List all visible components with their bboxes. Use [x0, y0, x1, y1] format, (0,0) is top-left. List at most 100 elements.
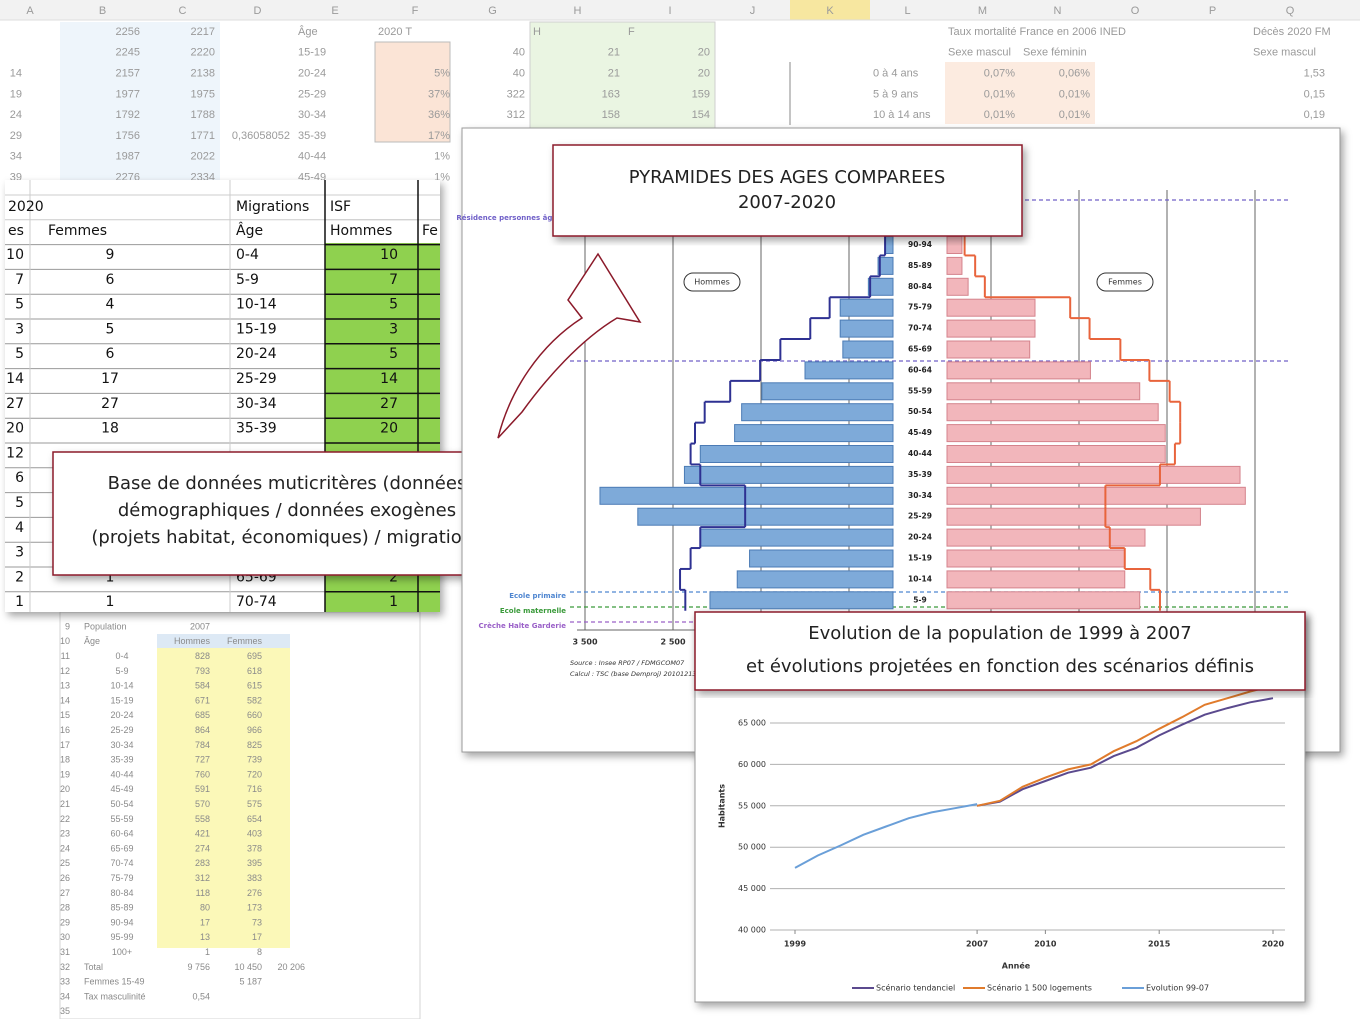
sheet-cell: 2256: [116, 26, 140, 38]
bar: [735, 425, 893, 442]
sheet-cell: 739: [247, 755, 262, 765]
x-tick-label: 1999: [784, 940, 807, 949]
age-label: 60-64: [908, 365, 932, 374]
sheet-cell: 5 187: [239, 977, 262, 987]
zone-label: Ecole maternelle: [500, 607, 566, 615]
sheet-cell: 10: [380, 247, 398, 263]
bar: [840, 320, 893, 337]
sheet-cell: Sexe mascul: [1253, 47, 1316, 59]
sheet-cell: 5: [106, 321, 115, 337]
sheet-cell: 2138: [191, 68, 215, 80]
bar: [947, 362, 1090, 379]
sheet-cell: 784: [195, 740, 210, 750]
sheet-cell: 0,54: [192, 991, 210, 1001]
sheet-cell: 20: [698, 68, 710, 80]
sheet-cell: 95-99: [110, 932, 133, 942]
bar: [684, 466, 893, 483]
collage: ABCDEFGHIJKLMNOPQ22562217Âge2020 THFTaux…: [0, 0, 1360, 1019]
sheet-cell: 11: [61, 651, 70, 661]
sheet-cell: 5 à 9 ans: [873, 88, 919, 100]
x-tick-label: 2015: [1148, 940, 1171, 949]
bar: [947, 529, 1145, 546]
sheet-cell: 1975: [191, 88, 215, 100]
sheet-cell: 0,19: [1304, 109, 1325, 121]
x-tick-label: 3 500: [572, 638, 597, 647]
sheet-cell: 395: [247, 858, 262, 868]
sheet-cell: 45-49: [110, 784, 133, 794]
sheet-cell: 2220: [191, 47, 215, 59]
bar: [947, 237, 962, 254]
age-label: 20-24: [908, 533, 932, 542]
zone-label: Ecole primaire: [509, 592, 566, 600]
sheet-cell: 29: [10, 130, 22, 142]
sheet-cell: 30: [60, 932, 70, 942]
column-header: Q: [1286, 5, 1295, 17]
sheet-cell: 695: [247, 651, 262, 661]
sheet-cell: 966: [247, 725, 262, 735]
bar: [710, 592, 893, 609]
sheet-cell: 40-44: [298, 151, 326, 163]
source-note: Calcul : TSC (base Demproj) 20101213: [570, 670, 697, 678]
bar: [947, 487, 1245, 504]
sheet-cell: 3: [15, 321, 24, 337]
sheet-cell: 1987: [116, 151, 140, 163]
sheet-cell: 40: [513, 47, 525, 59]
chart-title: Evolution de la population de 1999 à 200…: [808, 623, 1191, 644]
sheet-cell: 27: [6, 396, 24, 412]
chart-title: PYRAMIDES DES AGES COMPAREES: [629, 167, 946, 188]
sheet-cell: 25-29: [298, 88, 326, 100]
sheet-cell: 20-24: [236, 346, 277, 362]
sheet-cell: 60-64: [110, 829, 133, 839]
legend-label: Scénario 1 500 logements: [987, 983, 1092, 993]
column-header: H: [574, 5, 582, 17]
sheet-header: 2020: [8, 199, 44, 215]
sheet-column-header: Femmes: [48, 223, 107, 239]
sheet-cell: 6: [15, 470, 24, 486]
age-label: 80-84: [908, 282, 932, 291]
sheet-cell: 24: [60, 843, 70, 853]
bar: [947, 320, 1035, 337]
sheet-cell: 2007: [190, 621, 210, 631]
bar: [947, 592, 1140, 609]
sheet-cell: 14: [6, 371, 24, 387]
sheet-cell: 25: [60, 858, 70, 868]
sheet-cell: 575: [247, 799, 262, 809]
sheet-cell: 19: [60, 769, 70, 779]
sheet-cell: 30-34: [110, 740, 133, 750]
column-header: E: [331, 5, 338, 17]
y-axis-label: Habitants: [718, 784, 727, 828]
bar: [947, 257, 962, 274]
sheet-cell: 1771: [191, 130, 215, 142]
sheet-cell: Total: [84, 962, 103, 972]
sheet-cell: 34: [10, 151, 22, 163]
bar: [947, 383, 1140, 400]
column-header: K: [826, 5, 834, 17]
sheet-cell: F: [628, 26, 635, 38]
sheet-cell: 6: [106, 346, 115, 362]
sheet-cell: 75-79: [110, 873, 133, 883]
y-tick-label: 40 000: [738, 926, 766, 935]
sheet-cell: 1: [106, 594, 115, 610]
sheet-cell: 15-19: [110, 695, 133, 705]
bar: [700, 529, 893, 546]
sheet-cell: 22: [60, 814, 70, 824]
bar: [762, 383, 893, 400]
sheet-cell: 0-4: [115, 651, 128, 661]
column-header: A: [26, 5, 34, 17]
sheet-cell: 163: [602, 88, 620, 100]
y-tick-label: 65 000: [738, 719, 766, 728]
sheet-cell: 28: [60, 903, 70, 913]
sheet-cell: 4: [106, 297, 115, 313]
y-tick-label: 45 000: [738, 884, 766, 893]
sheet-cell: 8: [257, 947, 262, 957]
sheet-column-header: Fe: [422, 223, 438, 239]
sheet-cell: 685: [195, 710, 210, 720]
bar: [737, 571, 893, 588]
sheet-cell: 9 756: [187, 962, 210, 972]
bar: [947, 508, 1200, 525]
callout-box: [553, 145, 1022, 236]
column-header: F: [412, 5, 419, 17]
bar: [700, 446, 893, 463]
sheet-cell: 558: [195, 814, 210, 824]
sheet-cell: 0-4: [236, 247, 259, 263]
